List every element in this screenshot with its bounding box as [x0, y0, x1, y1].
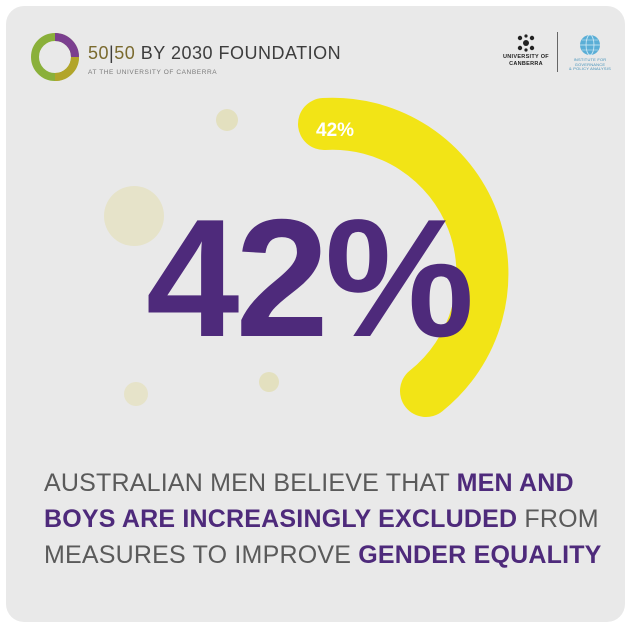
bubble — [259, 372, 279, 392]
decorative-bubbles — [104, 97, 509, 417]
partner-a-line: CANBERRA — [509, 60, 543, 67]
partner-logo-igpa: INSTITUTE FOR GOVERNANCE & POLICY ANALYS… — [567, 34, 613, 72]
big-stat-value: 42% — [146, 184, 474, 372]
progress-arc — [298, 97, 509, 417]
caption-plain: FROM MEASURES TO IMPROVE — [44, 505, 599, 569]
bubble — [104, 186, 164, 246]
caption-text: AUSTRALIAN MEN BELIEVE THAT MEN AND BOYS… — [44, 465, 604, 573]
partner-logo-uc: UNIVERSITY OF CANBERRA — [496, 34, 556, 67]
org-name-part: 50 — [88, 43, 110, 63]
bubble — [124, 382, 148, 406]
partner-a-line: UNIVERSITY OF — [503, 54, 549, 60]
partner-b-line: GOVERNANCE — [574, 61, 606, 67]
partner-b-line: & POLICY ANALYSIS — [569, 66, 611, 72]
uc-crest-icon — [517, 34, 535, 52]
partner-divider — [557, 32, 558, 72]
org-name: 50|50 BY 2030 FOUNDATION — [88, 43, 341, 64]
bubble — [216, 109, 238, 131]
org-subtitle: AT THE UNIVERSITY OF CANBERRA — [88, 69, 218, 76]
ring-logo-icon — [31, 33, 79, 81]
globe-icon — [580, 34, 600, 56]
caption-plain: AUSTRALIAN MEN BELIEVE THAT — [44, 469, 457, 497]
partner-b-line: INSTITUTE FOR — [573, 57, 607, 62]
arc-percent-label: 42% — [316, 120, 355, 141]
org-name-part: 50 — [114, 43, 136, 63]
infographic-card: 50|50 BY 2030 FOUNDATION AT THE UNIVERSI… — [6, 6, 625, 622]
org-separator: | — [109, 43, 115, 63]
caption-highlight: MEN AND BOYS ARE INCREASINGLY EXCLUDED — [44, 469, 574, 533]
org-name-part: BY 2030 FOUNDATION — [140, 43, 342, 63]
caption-highlight: GENDER EQUALITY — [358, 541, 602, 569]
